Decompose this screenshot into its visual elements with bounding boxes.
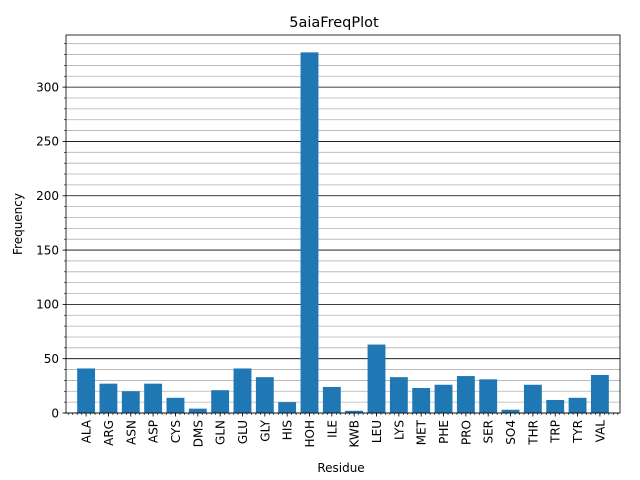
y-tick-label: 150 [36,243,59,257]
x-tick-label: PHE [437,420,451,444]
y-tick-label: 200 [36,189,59,203]
bar-dms [188,408,207,413]
y-tick-label: 0 [51,406,59,420]
bar-val [590,374,609,413]
axes [65,34,621,414]
x-tick-label: ILE [325,420,339,438]
y-axis-ticks: 0 50 100 150 200 250 300 [36,43,66,420]
major-gridlines [66,86,620,414]
bars [77,52,609,414]
bar-lys [389,377,408,413]
y-tick-label: 250 [36,135,59,149]
bar-so4 [501,409,520,413]
chart-title: 5aiaFreqPlot [289,15,379,31]
bar-his [278,402,297,413]
bar-ile [322,386,341,413]
x-tick-label: GLU [236,420,250,444]
bar-ser [479,379,498,413]
x-tick-label: GLY [258,419,272,441]
x-axis-label: Residue [317,461,364,475]
x-tick-label: TYR [571,420,585,444]
x-tick-label: VAL [593,420,607,443]
bar-phe [434,384,453,413]
x-tick-label: ASP [147,420,161,443]
x-tick-label: SER [482,420,496,444]
y-tick-label: 300 [36,80,59,94]
x-tick-label: ASN [124,420,138,445]
bar-asn [121,391,140,413]
bar-cys [166,397,185,413]
bar-trp [546,399,565,413]
bar-glu [233,368,252,413]
y-tick-label: 50 [44,352,59,366]
bar-tyr [568,397,587,413]
x-tick-label: HIS [281,420,295,440]
x-tick-label: KWB [348,420,362,448]
bar-asp [144,383,163,413]
bar-arg [99,383,118,413]
x-tick-label: MET [415,419,429,445]
x-axis-ticks: ALA ARG ASN ASP CYS DMS GLN GLU GLY HIS HOH ILE KWB L… [67,413,619,448]
bar-ala [77,368,96,413]
bar-hoh [300,52,319,414]
x-tick-label: LYS [392,420,406,440]
y-axis-label: Frequency [11,193,25,255]
bar-kwb [345,410,364,413]
bar-gly [255,377,274,413]
x-tick-label: SO4 [504,420,518,445]
bar-pro [456,376,475,413]
bar-leu [367,344,386,413]
bar-thr [523,384,542,413]
x-tick-label: GLN [214,420,228,445]
bar-gln [211,390,230,413]
bar-met [412,388,431,413]
x-tick-label: THR [526,420,540,446]
x-tick-label: HOH [303,420,317,448]
x-tick-label: LEU [370,420,384,443]
x-tick-label: PRO [459,420,473,445]
x-tick-label: DMS [191,420,205,447]
x-tick-label: CYS [169,420,183,443]
plot-frame [65,34,621,414]
y-tick-label: 100 [36,298,59,312]
x-tick-label: ALA [80,419,94,443]
x-tick-label: ARG [102,420,116,446]
x-tick-label: TRP [549,420,563,444]
minor-gridlines [66,43,620,403]
